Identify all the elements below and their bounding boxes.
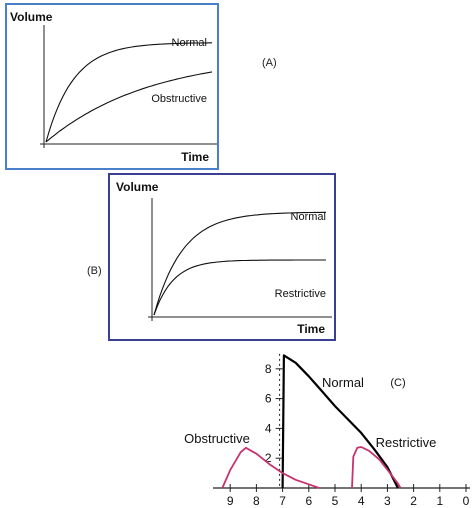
chart-c-y-tick-label: 6 (265, 392, 272, 406)
chart-c-y-tick-label: 8 (265, 362, 272, 376)
chart-c-panel-label: (C) (390, 377, 405, 389)
chart-b-series-restrictive-line (153, 259, 326, 316)
chart-c-series-label-obstructive: Obstructive (184, 431, 250, 446)
chart-c-series-restrictive-line (351, 446, 402, 489)
chart-c-x-tick-label: 5 (332, 494, 339, 508)
chart-c-x-tick-label: 8 (253, 494, 260, 508)
chart-b-plot: Volume Time Normal Restrictive (116, 180, 332, 336)
chart-a-plot: Volume Time Normal Obstructive (10, 10, 217, 164)
chart-b-series-normal-line (153, 211, 326, 316)
chart-c-series-label-normal: Normal (322, 375, 364, 390)
chart-c-y-tick-label: 2 (265, 451, 272, 465)
chart-a-ylabel: Volume (10, 10, 53, 24)
chart-c-x-tick-label: 1 (436, 494, 443, 508)
chart-c-x-tick-label: 6 (305, 494, 312, 508)
chart-c-x-tick-label: 2 (410, 494, 417, 508)
chart-b-xlabel: Time (297, 322, 325, 336)
chart-c-series-obstructive-line (221, 446, 320, 489)
chart-c-x-tick-label: 3 (384, 494, 391, 508)
chart-b-panel-label: (B) (87, 265, 102, 277)
chart-panel-a: Volume Time Normal Obstructive (5, 3, 219, 170)
chart-c-x-tick-label: 7 (279, 494, 286, 508)
chart-c-x-tick-label: 0 (463, 494, 470, 508)
chart-b-series-label-restrictive: Restrictive (275, 288, 326, 300)
chart-b-ylabel: Volume (116, 180, 159, 194)
chart-c-series-normal-line (281, 354, 399, 489)
chart-a-series-label-obstructive: Obstructive (151, 93, 207, 105)
chart-a-series-normal-line (45, 42, 212, 143)
chart-c-x-tick-label: 4 (358, 494, 365, 508)
chart-a-panel-label: (A) (262, 57, 277, 69)
chart-a-series-obstructive-line (45, 71, 213, 143)
chart-panel-b: Volume Time Normal Restrictive (108, 173, 336, 341)
chart-c-y-tick-label: 4 (265, 421, 272, 435)
chart-b-series-label-normal: Normal (291, 211, 326, 223)
chart-a-xlabel: Time (181, 150, 209, 164)
chart-c-series-label-restrictive: Restrictive (376, 435, 437, 450)
chart-c-x-tick-label: 9 (227, 494, 234, 508)
